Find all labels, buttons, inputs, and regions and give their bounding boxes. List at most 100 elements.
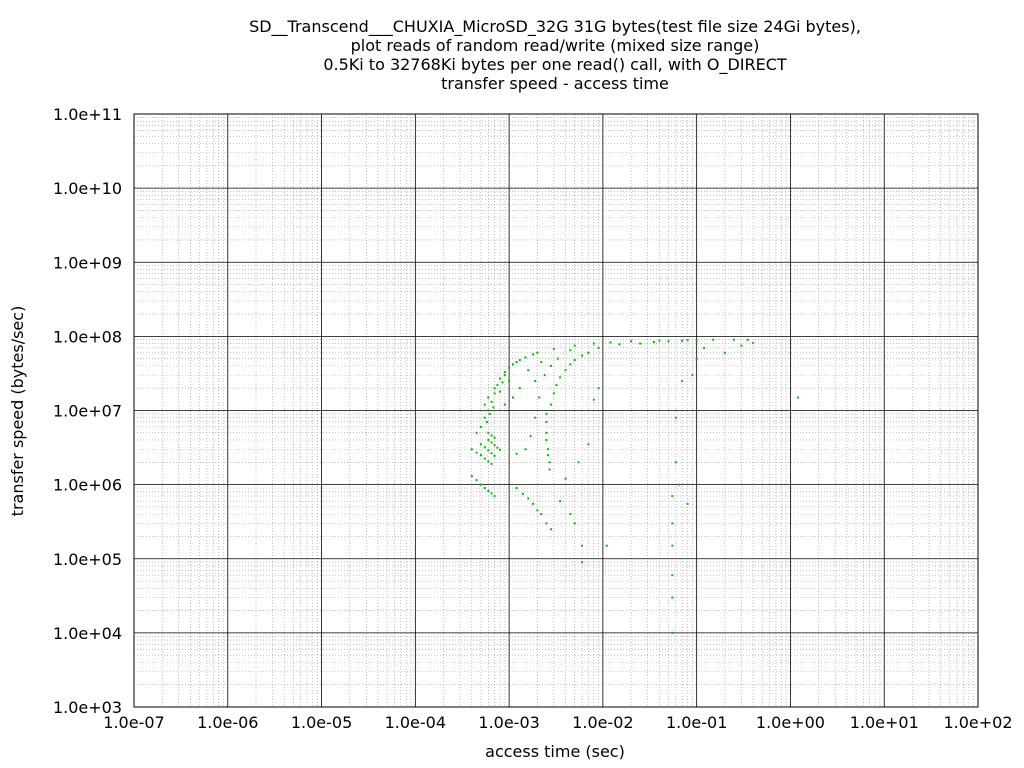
data-point	[532, 502, 535, 505]
data-point	[493, 444, 496, 447]
data-point	[487, 396, 490, 399]
data-point	[487, 449, 490, 452]
x-tick-label: 1.0e-01	[666, 713, 727, 732]
data-point	[499, 448, 502, 451]
data-point	[470, 448, 473, 451]
data-point	[536, 351, 539, 354]
data-point	[511, 396, 514, 399]
title-line-1: SD__Transcend___CHUXIA_MicroSD_32G 31G b…	[249, 17, 861, 37]
data-point	[740, 344, 743, 347]
data-point	[499, 390, 502, 393]
data-point	[552, 347, 555, 350]
data-point	[681, 380, 684, 383]
data-point	[490, 434, 493, 437]
data-point	[592, 342, 595, 345]
x-tick-label: 1.0e-06	[197, 713, 258, 732]
data-point	[548, 461, 551, 464]
y-tick-label: 1.0e+09	[53, 253, 122, 272]
data-point	[487, 431, 490, 434]
data-point	[667, 340, 670, 343]
data-point	[552, 392, 555, 395]
data-point	[490, 441, 493, 444]
data-points	[470, 338, 799, 634]
data-point	[515, 361, 518, 364]
data-point	[605, 544, 608, 547]
data-point	[479, 443, 482, 446]
axes: 1.0e-07 1.0e-06 1.0e-05 1.0e-04 1.0e-03 1.0e-…	[53, 105, 1013, 732]
data-point	[545, 438, 548, 441]
y-tick-label: 1.0e+04	[53, 624, 122, 643]
data-point	[550, 364, 553, 367]
data-point	[712, 338, 715, 341]
data-point	[488, 412, 491, 415]
y-tick-label: 1.0e+03	[53, 698, 122, 717]
data-point	[515, 487, 518, 490]
data-point	[569, 349, 572, 352]
data-point	[550, 403, 553, 406]
data-point	[527, 369, 530, 372]
data-point	[547, 454, 550, 457]
data-point	[573, 522, 576, 525]
data-point	[543, 374, 546, 377]
data-point	[496, 446, 499, 449]
data-point	[524, 448, 527, 451]
data-point	[796, 396, 799, 399]
data-point	[587, 443, 590, 446]
y-tick-label: 1.0e+10	[53, 179, 122, 198]
data-point	[518, 359, 521, 362]
x-axis-label: access time (sec)	[485, 742, 625, 761]
data-point	[581, 544, 584, 547]
data-point	[493, 392, 496, 395]
data-point	[581, 561, 584, 564]
data-point	[550, 528, 553, 531]
data-point	[487, 409, 490, 412]
grid	[134, 114, 978, 707]
data-point	[674, 461, 677, 464]
chart-title: SD__Transcend___CHUXIA_MicroSD_32G 31G b…	[249, 17, 861, 93]
data-point	[493, 495, 496, 498]
data-point	[545, 522, 548, 525]
data-point	[536, 509, 539, 512]
data-point	[695, 339, 698, 342]
data-point	[573, 359, 576, 362]
data-point	[490, 401, 493, 404]
data-point	[540, 513, 543, 516]
x-tick-label: 1.0e+00	[756, 713, 825, 732]
data-point	[515, 452, 518, 455]
y-tick-label: 1.0e+08	[53, 327, 122, 346]
x-tick-label: 1.0e-04	[385, 713, 446, 732]
data-point	[493, 387, 496, 390]
data-point	[483, 416, 486, 419]
data-point	[508, 380, 511, 383]
data-point	[485, 420, 488, 423]
data-point	[577, 461, 580, 464]
data-point	[518, 387, 521, 390]
title-line-3: 0.5Ki to 32768Ki bytes per one read() ca…	[323, 55, 787, 75]
data-point	[548, 468, 551, 471]
title-line-2: plot reads of random read/write (mixed s…	[351, 36, 760, 55]
data-point	[475, 431, 478, 434]
data-point	[559, 376, 562, 379]
x-tick-label: 1.0e+02	[943, 713, 1012, 732]
data-point	[556, 357, 559, 360]
data-point	[671, 631, 674, 634]
data-point	[479, 483, 482, 486]
data-point	[678, 483, 681, 486]
data-point	[490, 462, 493, 465]
x-tick-label: 1.0e-02	[572, 713, 633, 732]
data-point	[545, 431, 548, 434]
data-point	[540, 361, 543, 364]
data-point	[564, 369, 567, 372]
data-point	[503, 403, 506, 406]
data-point	[695, 357, 698, 360]
data-point	[483, 457, 486, 460]
data-point	[752, 341, 755, 344]
title-line-4: transfer speed - access time	[441, 74, 669, 93]
data-point	[671, 495, 674, 498]
data-point	[538, 396, 541, 399]
data-point	[691, 374, 694, 377]
data-point	[671, 522, 674, 525]
data-point	[479, 454, 482, 457]
data-point	[597, 387, 600, 390]
data-point	[609, 341, 612, 344]
